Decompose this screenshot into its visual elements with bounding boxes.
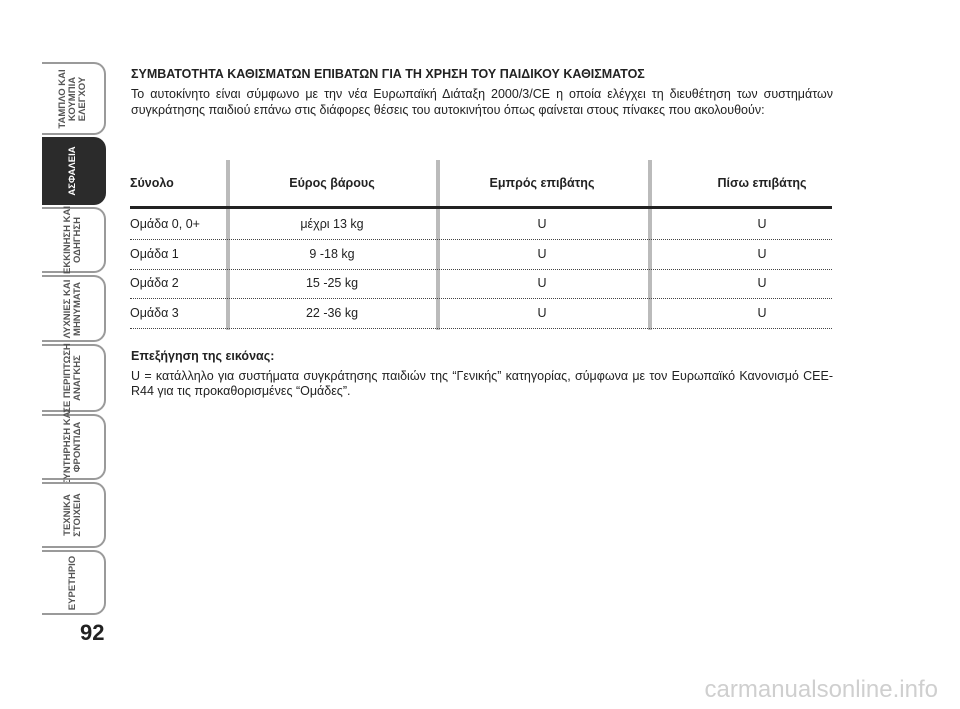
table-cell: Ομάδα 2 bbox=[130, 276, 179, 290]
table-cell: Ομάδα 3 bbox=[130, 305, 179, 320]
tab-label: ΕΥΡΕΤΗΡΙΟ bbox=[67, 555, 78, 610]
tab-label-line: ΦΡΟΝΤΙΔΑ bbox=[72, 421, 83, 473]
table-cell: U bbox=[537, 305, 547, 320]
legend-title: Επεξήγηση της εικόνας: bbox=[131, 349, 275, 363]
table: Σύνολο Εύρος βάρους Εμπρός επιβάτης Πίσω επ… bbox=[130, 160, 832, 332]
tab-label: ΤΑΜΠΛΟ ΚΑΙ ΚΟΥΜΠΙΑ ΕΛΕΓΧΟΥ bbox=[57, 69, 88, 128]
table-cell: U bbox=[757, 305, 767, 320]
table-cell: Ομάδα 1 bbox=[130, 246, 179, 261]
nav-tab[interactable]: ΣΥΝΤΗΡΗΣΗ ΚΑΙ ΦΡΟΝΤΙΔΑ bbox=[42, 409, 106, 485]
nav-tab[interactable]: ΑΣΦΑΛΕΙΑ bbox=[42, 137, 106, 205]
table-cell: U bbox=[757, 217, 767, 231]
table-cell: U bbox=[757, 276, 767, 290]
intro: Το αυτοκίνητο είναι σύμφωνο με την νέα Ε… bbox=[131, 87, 833, 117]
table-header-cell: Πίσω επιβάτης bbox=[717, 176, 807, 190]
nav-tab[interactable]: ΕΥΡΕΤΗΡΙΟ bbox=[42, 550, 106, 615]
tab-label-line: ΑΣΦΑΛΕΙΑ bbox=[67, 146, 78, 196]
legend-text: U = κατάλληλο για συστήματα συγκράτησης … bbox=[131, 369, 833, 398]
tab-label-line: ΜΗΝΥΜΑΤΑ bbox=[72, 281, 83, 336]
table-header-cell: Εύρος βάρους bbox=[289, 176, 375, 190]
table-cell: U bbox=[537, 217, 547, 231]
page-number: 92 bbox=[80, 620, 105, 645]
column-divider bbox=[226, 160, 230, 330]
nav-tab[interactable]: ΤΕΧΝΙΚΑ ΣΤΟΙΧΕΙΑ bbox=[42, 482, 106, 548]
tab-label-line: ΕΛΕΓΧΟΥ bbox=[77, 76, 88, 121]
watermark: carmanualsonline.info bbox=[704, 676, 938, 703]
row-separator bbox=[130, 327, 832, 329]
header-rule bbox=[130, 206, 832, 209]
row-separator bbox=[130, 298, 832, 299]
column-divider bbox=[436, 160, 440, 330]
table-cell: μέχρι 13 kg bbox=[300, 217, 364, 231]
table-cell: 15 -25 kg bbox=[305, 276, 359, 290]
row-separator bbox=[130, 268, 832, 270]
tab-label-line: ΑΝΑΓΚΗΣ bbox=[72, 355, 83, 401]
tab-label: ΣΕ ΠΕΡΙΠΤΩΣΗ ΑΝΑΓΚΗΣ bbox=[62, 343, 83, 413]
table-cell: 22 -36 kg bbox=[305, 305, 359, 320]
tab-label: ΛΥΧΝΙΕΣ ΚΑΙ ΜΗΝΥΜΑΤΑ bbox=[62, 279, 83, 338]
nav-tab[interactable]: ΕΚΚΙΝΗΣΗ ΚΑΙ ΟΔΗΓΗΣΗ bbox=[42, 206, 106, 274]
column-divider bbox=[648, 160, 652, 330]
table-cell: U bbox=[537, 246, 547, 261]
tab-label: ΑΣΦΑΛΕΙΑ bbox=[67, 146, 78, 196]
title: ΣΥΜΒΑΤΟΤΗΤΑ ΚΑΘΙΣΜΑΤΩΝ ΕΠΙΒΑΤΩΝ ΓΙΑ ΤΗ Χ… bbox=[131, 67, 645, 81]
table-cell: 9 -18 kg bbox=[309, 246, 355, 261]
tab-label: ΕΚΚΙΝΗΣΗ ΚΑΙ ΟΔΗΓΗΣΗ bbox=[62, 206, 83, 274]
table-cell: Ομάδα 0, 0+ bbox=[130, 217, 200, 231]
tab-label-line: ΟΔΗΓΗΣΗ bbox=[72, 217, 83, 263]
nav-tab[interactable]: ΛΥΧΝΙΕΣ ΚΑΙ ΜΗΝΥΜΑΤΑ bbox=[42, 275, 106, 342]
tab-label-line: ΣΤΟΙΧΕΙΑ bbox=[72, 493, 83, 537]
table-cell: U bbox=[537, 276, 547, 290]
table-cell: U bbox=[757, 246, 767, 261]
table-header-cell: Σύνολο bbox=[130, 176, 174, 190]
tab-label: ΣΥΝΤΗΡΗΣΗ ΚΑΙ ΦΡΟΝΤΙΔΑ bbox=[62, 409, 83, 485]
nav-tab[interactable]: ΣΕ ΠΕΡΙΠΤΩΣΗ ΑΝΑΓΚΗΣ bbox=[42, 343, 106, 413]
tab-label: ΤΕΧΝΙΚΑ ΣΤΟΙΧΕΙΑ bbox=[62, 493, 83, 537]
tab-label-line: ΕΥΡΕΤΗΡΙΟ bbox=[67, 555, 78, 610]
nav-tab[interactable]: ΤΑΜΠΛΟ ΚΑΙ ΚΟΥΜΠΙΑ ΕΛΕΓΧΟΥ bbox=[42, 62, 106, 135]
table-header-cell: Εμπρός επιβάτης bbox=[489, 176, 595, 190]
row-separator bbox=[130, 239, 832, 240]
